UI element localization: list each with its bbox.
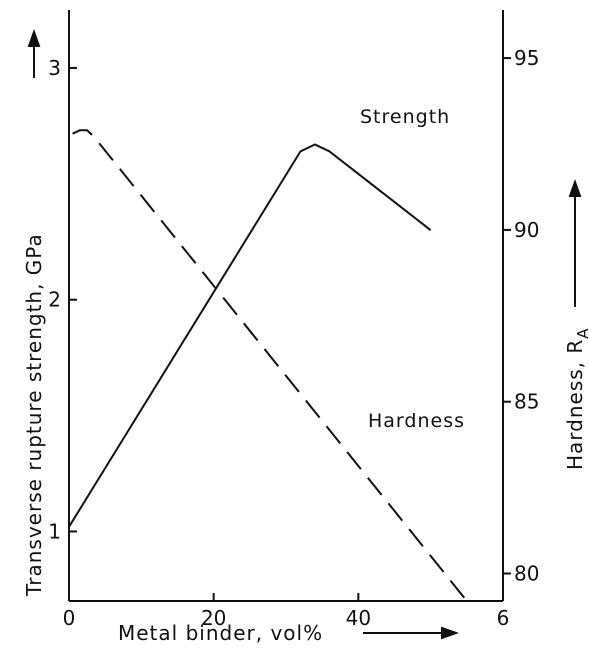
left-tick-label: 1 (48, 519, 61, 543)
bottom-tick-label: 20 (201, 606, 226, 630)
bottom-tick-label: 40 (346, 606, 371, 630)
bottom-axis-ticks: 0 20 40 6 (63, 593, 510, 630)
right-tick-label: 85 (514, 390, 539, 414)
left-axis-title: Transverse rupture strength, GPa (22, 233, 46, 597)
left-axis-arrow-head (27, 29, 41, 47)
bottom-axis-title: Metal binder, vol% (118, 621, 323, 645)
right-axis-title-group: Hardness, RA (563, 179, 589, 470)
right-axis-title-subscript: A (574, 327, 589, 338)
right-tick-label: 80 (514, 562, 539, 586)
left-axis-title-group: Transverse rupture strength, GPa (22, 29, 46, 597)
hardness-series-line (72, 129, 468, 602)
strength-series-label: Strength (360, 106, 450, 128)
bottom-tick-label: 0 (63, 606, 76, 630)
right-tick-label: 90 (514, 218, 539, 242)
right-axis-title-main: Hardness, R (563, 339, 587, 470)
strength-series-line (68, 143, 432, 528)
bottom-tick-label: 6 (497, 606, 510, 630)
hardness-series-label: Hardness (368, 410, 465, 432)
left-axis-ticks: 1 2 3 (48, 56, 77, 543)
right-axis-title: Hardness, RA (563, 327, 589, 470)
right-tick-label: 95 (514, 46, 539, 70)
right-axis-ticks: 80 85 90 95 (503, 46, 539, 586)
left-tick-label: 2 (48, 288, 61, 312)
left-tick-label: 3 (48, 56, 61, 80)
bottom-axis-arrow-head (441, 626, 459, 640)
right-axis-arrow-head (568, 179, 582, 197)
